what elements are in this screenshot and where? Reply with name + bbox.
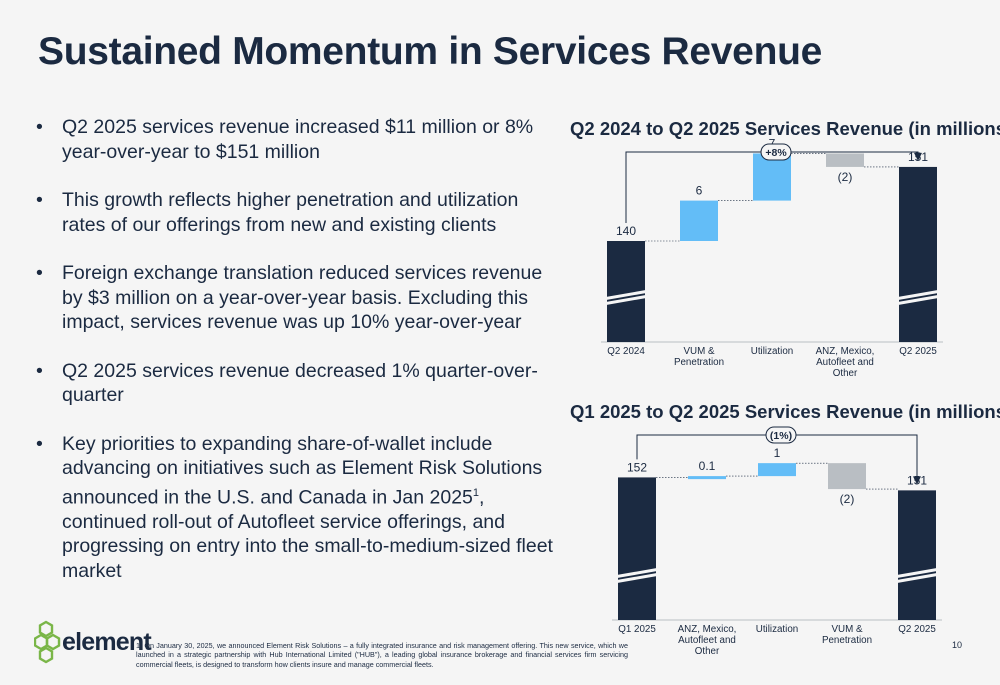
value-label: 140	[616, 224, 636, 238]
waterfall-bar	[680, 200, 718, 241]
bullet-list: Q2 2025 services revenue increased $11 m…	[36, 115, 556, 607]
waterfall-bar	[753, 153, 791, 201]
category-label: Q1 2025	[618, 624, 656, 635]
value-label: 0.1	[699, 459, 716, 473]
change-badge	[765, 426, 797, 444]
waterfall-bar	[828, 463, 866, 490]
change-label: +8%	[765, 147, 787, 159]
value-label: (2)	[838, 170, 853, 184]
bullet-item: This growth reflects higher penetration …	[36, 188, 556, 237]
chart-title-yoy: Q2 2024 to Q2 2025 Services Revenue (in …	[570, 118, 1000, 139]
axis-break	[602, 289, 650, 306]
change-badge	[760, 143, 792, 161]
page-title: Sustained Momentum in Services Revenue	[38, 30, 823, 73]
value-label: 6	[696, 184, 703, 198]
waterfall-bar	[826, 153, 864, 167]
footnote-ref: 1	[472, 486, 480, 499]
waterfall-bar	[688, 476, 726, 480]
axis-break	[613, 567, 661, 584]
bullet-item: Key priorities to expanding share-of-wal…	[36, 432, 556, 584]
category-label: Utilization	[751, 346, 793, 357]
waterfall-bar	[618, 477, 656, 620]
category-label: ANZ, Mexico, Autofleet and Other	[816, 346, 875, 379]
chart-title-qoq: Q1 2025 to Q2 2025 Services Revenue (in …	[570, 401, 1000, 422]
waterfall-bar	[898, 490, 936, 620]
category-label: ANZ, Mexico, Autofleet and Other	[678, 624, 737, 657]
axis-break	[894, 289, 942, 306]
category-label: VUM & Penetration	[822, 624, 872, 646]
waterfall-bar	[899, 166, 937, 342]
waterfall-bar	[758, 463, 796, 477]
category-label: Q2 2024	[607, 346, 645, 357]
value-label: 7	[769, 136, 776, 150]
category-label: Q2 2025	[899, 346, 937, 357]
axis-break	[893, 567, 941, 584]
bullet-text: Key priorities to expanding share-of-wal…	[62, 432, 543, 509]
change-bracket: +8%	[625, 143, 922, 223]
page-number: 10	[952, 640, 963, 650]
value-label: 152	[627, 460, 647, 474]
waterfall-chart-qoq: 152 Q1 2025 0.1 ANZ, Mexico, Autofleet and Ot…	[612, 426, 942, 657]
element-logo-icon	[34, 620, 61, 664]
value-label: 1	[774, 446, 781, 460]
waterfall-chart-yoy: 140 Q2 2024 6 VUM & Penetration 7 Utilization (…	[601, 136, 943, 379]
logo-text: element	[62, 628, 152, 656]
bullet-item: Q2 2025 services revenue decreased 1% qu…	[36, 359, 556, 408]
category-label: Q2 2025	[898, 624, 936, 635]
category-label: Utilization	[756, 624, 798, 635]
category-label: VUM & Penetration	[674, 346, 724, 368]
change-bracket: (1%)	[636, 426, 921, 485]
bullet-item: Q2 2025 services revenue increased $11 m…	[36, 115, 556, 164]
bullet-text-continued: , continued roll-out of Autofleet servic…	[62, 486, 553, 582]
bullet-item: Foreign exchange translation reduced ser…	[36, 261, 556, 335]
value-label: (2)	[840, 492, 855, 506]
change-label: (1%)	[770, 430, 792, 442]
footnote: 1. On January 30, 2025, we announced Ele…	[136, 641, 628, 669]
